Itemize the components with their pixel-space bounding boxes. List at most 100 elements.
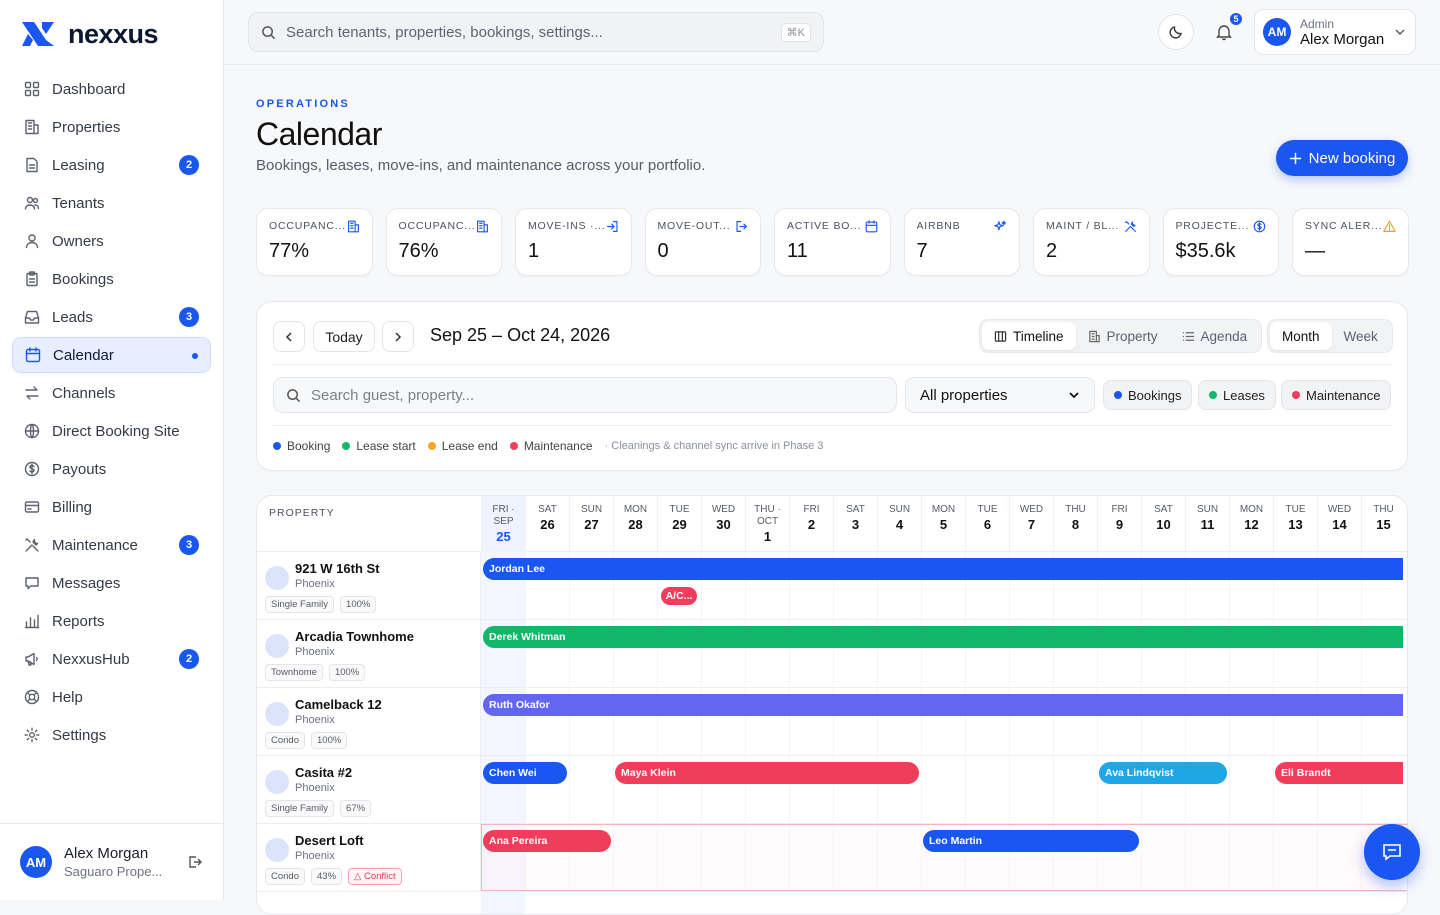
- day-cell[interactable]: [833, 552, 877, 620]
- property-cell[interactable]: Arcadia Townhome Phoenix Townhome 100%: [257, 620, 481, 688]
- day-header[interactable]: SAT 3: [833, 496, 877, 552]
- sidebar-item-nexxushub[interactable]: NexxusHub 2: [12, 641, 211, 677]
- day-cell[interactable]: [569, 688, 613, 756]
- day-cell[interactable]: [1361, 552, 1405, 620]
- day-header[interactable]: FRI 2: [789, 496, 833, 552]
- day-cell[interactable]: [921, 688, 965, 756]
- day-cell[interactable]: [1273, 756, 1317, 824]
- day-cell[interactable]: [613, 620, 657, 688]
- day-cell[interactable]: [1053, 824, 1097, 892]
- day-cell[interactable]: [1185, 688, 1229, 756]
- day-header[interactable]: THU 8: [1053, 496, 1097, 552]
- day-cell[interactable]: [701, 824, 745, 892]
- day-cell[interactable]: [1185, 756, 1229, 824]
- next-button[interactable]: [382, 321, 414, 352]
- day-header[interactable]: FRI · SEP 25: [481, 496, 525, 552]
- day-cell[interactable]: [701, 756, 745, 824]
- filter-chip-leases[interactable]: Leases: [1198, 380, 1276, 410]
- day-cell[interactable]: [1009, 620, 1053, 688]
- day-cell[interactable]: [789, 552, 833, 620]
- view-agenda[interactable]: Agenda: [1170, 322, 1260, 350]
- day-cell[interactable]: [569, 824, 613, 892]
- kpi-card[interactable]: SYNC ALER... —: [1292, 208, 1409, 276]
- day-cell[interactable]: [1361, 620, 1405, 688]
- day-cell[interactable]: [1141, 688, 1185, 756]
- day-cell[interactable]: [1097, 824, 1141, 892]
- day-cell[interactable]: [833, 620, 877, 688]
- day-cell[interactable]: [921, 824, 965, 892]
- day-cell[interactable]: [1053, 688, 1097, 756]
- property-cell[interactable]: Desert Loft Phoenix Condo 43% △ Conflict: [257, 824, 481, 892]
- day-header[interactable]: SUN 11: [1185, 496, 1229, 552]
- kpi-card[interactable]: PROJECTE... $35.6k: [1162, 208, 1279, 276]
- sidebar-user[interactable]: AM Alex Morgan Saguaro Prope...: [0, 823, 223, 900]
- day-cell[interactable]: [1361, 756, 1405, 824]
- day-cell[interactable]: [1141, 620, 1185, 688]
- day-header[interactable]: TUE 29: [657, 496, 701, 552]
- day-cell[interactable]: [657, 620, 701, 688]
- kpi-card[interactable]: MOVE-OUT... 0: [644, 208, 761, 276]
- day-cell[interactable]: [833, 756, 877, 824]
- day-cell[interactable]: [789, 620, 833, 688]
- day-cell[interactable]: [1317, 552, 1361, 620]
- event-bar[interactable]: Chen Wei: [483, 762, 567, 784]
- sidebar-item-direct-booking-site[interactable]: Direct Booking Site: [12, 413, 211, 449]
- sidebar-item-calendar[interactable]: Calendar: [12, 337, 211, 373]
- sidebar-item-owners[interactable]: Owners: [12, 223, 211, 259]
- event-bar[interactable]: Eli Brandt: [1275, 762, 1403, 784]
- day-cell[interactable]: [1185, 620, 1229, 688]
- day-header[interactable]: TUE 6: [965, 496, 1009, 552]
- new-booking-button[interactable]: New booking: [1276, 140, 1408, 176]
- prev-button[interactable]: [273, 321, 305, 352]
- event-bar[interactable]: Ruth Okafor: [483, 694, 1403, 716]
- day-cell[interactable]: [745, 620, 789, 688]
- day-cell[interactable]: [1229, 620, 1273, 688]
- day-cell[interactable]: [1009, 756, 1053, 824]
- day-cell[interactable]: [1273, 824, 1317, 892]
- day-cell[interactable]: [1229, 552, 1273, 620]
- day-cell[interactable]: [525, 756, 569, 824]
- day-cell[interactable]: [833, 688, 877, 756]
- guest-search[interactable]: [273, 377, 897, 413]
- day-cell[interactable]: [1229, 756, 1273, 824]
- day-cell[interactable]: [569, 620, 613, 688]
- day-cell[interactable]: [1273, 620, 1317, 688]
- day-header[interactable]: WED 30: [701, 496, 745, 552]
- sidebar-item-payouts[interactable]: Payouts: [12, 451, 211, 487]
- day-cell[interactable]: [1317, 688, 1361, 756]
- day-cell[interactable]: [613, 756, 657, 824]
- day-cell[interactable]: [1053, 620, 1097, 688]
- view-timeline[interactable]: Timeline: [982, 322, 1076, 350]
- day-header[interactable]: MON 12: [1229, 496, 1273, 552]
- day-header[interactable]: THU 15: [1361, 496, 1405, 552]
- day-cell[interactable]: [1009, 824, 1053, 892]
- sidebar-item-channels[interactable]: Channels: [12, 375, 211, 411]
- day-header[interactable]: SAT 10: [1141, 496, 1185, 552]
- day-cell[interactable]: [1053, 756, 1097, 824]
- sidebar-item-leads[interactable]: Leads 3: [12, 299, 211, 335]
- day-header[interactable]: SUN 27: [569, 496, 613, 552]
- kpi-card[interactable]: OCCUPANC... 76%: [385, 208, 502, 276]
- sidebar-item-bookings[interactable]: Bookings: [12, 261, 211, 297]
- theme-toggle-button[interactable]: [1158, 14, 1194, 50]
- event-bar[interactable]: A/C...: [659, 585, 699, 607]
- day-cell[interactable]: [1361, 688, 1405, 756]
- kpi-card[interactable]: ACTIVE BO... 11: [774, 208, 891, 276]
- day-cell[interactable]: [613, 688, 657, 756]
- day-cell[interactable]: [921, 620, 965, 688]
- sidebar-item-leasing[interactable]: Leasing 2: [12, 147, 211, 183]
- day-cell[interactable]: [965, 620, 1009, 688]
- day-header[interactable]: TUE 13: [1273, 496, 1317, 552]
- day-cell[interactable]: [525, 552, 569, 620]
- day-cell[interactable]: [569, 756, 613, 824]
- property-cell[interactable]: Camelback 12 Phoenix Condo 100%: [257, 688, 481, 756]
- day-cell[interactable]: [1053, 552, 1097, 620]
- event-bar[interactable]: Jordan Lee: [483, 558, 1403, 580]
- mode-month[interactable]: Month: [1270, 322, 1332, 350]
- guest-search-input[interactable]: [311, 386, 884, 404]
- day-cell[interactable]: [701, 620, 745, 688]
- day-cell[interactable]: [745, 756, 789, 824]
- kpi-card[interactable]: OCCUPANC... 77%: [256, 208, 373, 276]
- day-cell[interactable]: [1317, 756, 1361, 824]
- sidebar-item-reports[interactable]: Reports: [12, 603, 211, 639]
